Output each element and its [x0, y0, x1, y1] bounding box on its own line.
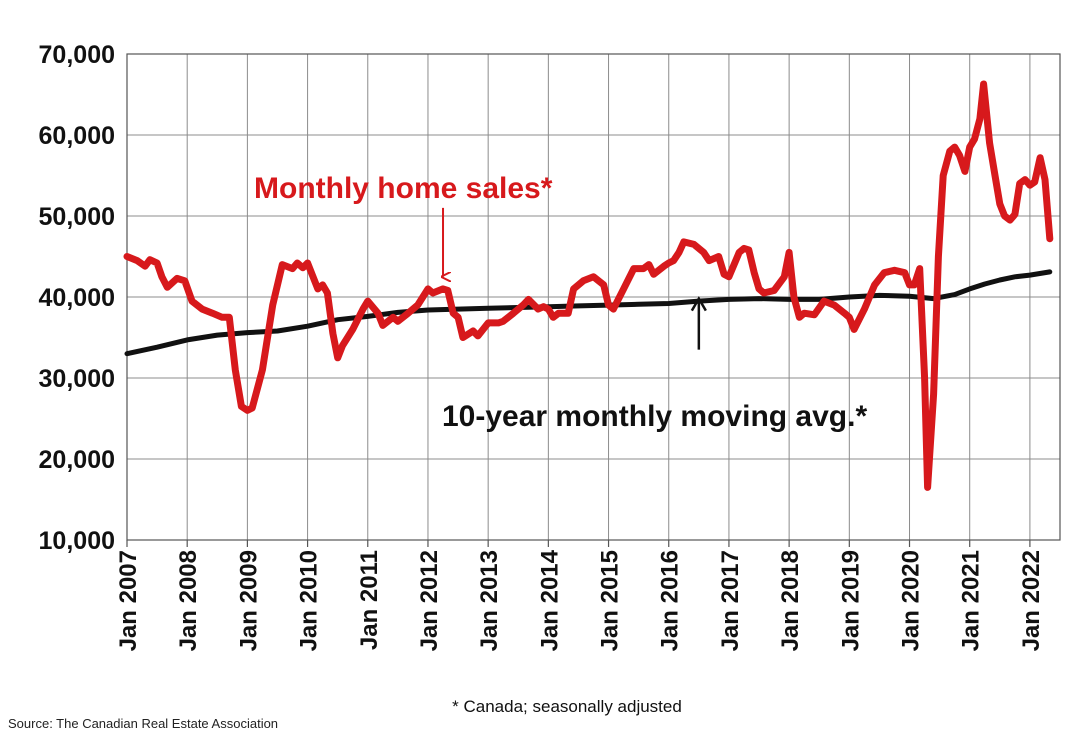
monthly-sales-annotation: Monthly home sales* [254, 172, 553, 205]
y-tick-label: 70,000 [39, 41, 115, 69]
x-tick-label: Jan 2015 [597, 550, 624, 651]
x-tick-label: Jan 2013 [476, 550, 503, 651]
series [123, 80, 1054, 491]
y-tick-label: 50,000 [39, 203, 115, 231]
y-tick-label: 60,000 [39, 122, 115, 150]
x-tick-label: Jan 2022 [1018, 550, 1045, 651]
x-tick-label: Jan 2009 [235, 550, 262, 651]
monthly-home-sales-line [123, 80, 1054, 491]
x-tick-label: Jan 2020 [898, 550, 925, 651]
x-tick-label: Jan 2017 [717, 550, 744, 651]
moving-average-annotation: 10-year monthly moving avg.* [442, 400, 867, 433]
x-tick-label: Jan 2012 [416, 550, 443, 651]
y-tick-label: 30,000 [39, 365, 115, 393]
footnote: * Canada; seasonally adjusted [452, 697, 682, 716]
x-tick-label: Jan 2019 [837, 550, 864, 651]
x-tick-label: Jan 2018 [777, 550, 804, 651]
x-tick-label: Jan 2010 [296, 550, 323, 651]
annotations: Monthly home sales* 10-year monthly movi… [254, 172, 867, 433]
x-axis-ticks: Jan 2007 Jan 2008 Jan 2009 Jan 2010 Jan 2011… [115, 540, 1045, 651]
moving-average-line [124, 269, 1053, 357]
source-note: Source: The Canadian Real Estate Associa… [8, 716, 279, 731]
y-axis-ticks: 10,000 20,000 30,000 40,000 50,000 60,000 70,0… [39, 41, 115, 555]
y-tick-label: 40,000 [39, 284, 115, 312]
x-tick-label: Jan 2021 [958, 550, 985, 651]
x-tick-label: Jan 2007 [115, 550, 142, 651]
y-tick-label: 10,000 [39, 527, 115, 555]
x-tick-label: Jan 2008 [175, 550, 202, 651]
chart: 10,000 20,000 30,000 40,000 50,000 60,000 70,0… [39, 41, 1061, 651]
x-tick-label: Jan 2014 [536, 549, 563, 651]
x-tick-label: Jan 2011 [356, 550, 383, 650]
x-tick-label: Jan 2016 [657, 550, 684, 651]
plot-frame [126, 53, 1061, 541]
y-tick-label: 20,000 [39, 446, 115, 474]
average-arrow-head [690, 296, 707, 312]
